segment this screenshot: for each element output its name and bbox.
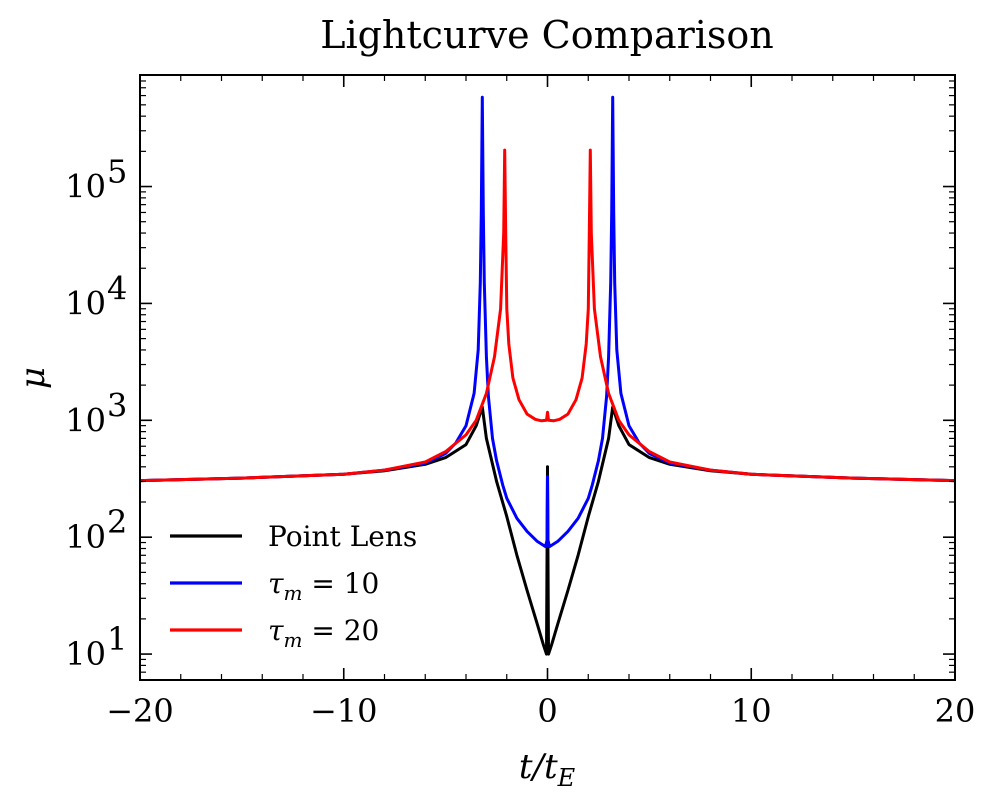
y-tick-exponent-4: 5 xyxy=(107,153,127,191)
x-tick-label-1: −10 xyxy=(310,692,378,730)
series-line-1 xyxy=(140,95,955,549)
svg-text:t/tE: t/tE xyxy=(519,747,576,792)
x-axis-label: t/tE xyxy=(519,747,576,792)
legend-label-0: Point Lens xyxy=(268,520,417,553)
y-tick-exponent-0: 1 xyxy=(107,620,127,658)
legend-label-2: τm = 20 xyxy=(268,614,379,652)
y-tick-exponent-3: 4 xyxy=(107,269,127,307)
y-tick-label-3: 10 xyxy=(65,284,106,322)
x-axis-label-sub: E xyxy=(557,764,576,792)
x-axis-label-t: t/t xyxy=(519,747,558,787)
x-tick-label-3: 10 xyxy=(731,692,772,730)
y-tick-exponent-2: 3 xyxy=(107,386,127,424)
chart-title: Lightcurve Comparison xyxy=(320,13,774,57)
y-tick-label-0: 10 xyxy=(65,635,106,673)
y-axis-label: μ xyxy=(13,367,53,389)
y-tick-label-4: 10 xyxy=(65,168,106,206)
y-tick-exponent-1: 2 xyxy=(107,503,127,541)
y-tick-label-1: 10 xyxy=(65,518,106,556)
x-tick-label-2: 0 xyxy=(537,692,557,730)
series-line-0 xyxy=(140,405,955,656)
series-layer xyxy=(140,95,955,656)
ticks-layer xyxy=(139,74,956,681)
plot-area xyxy=(139,74,956,681)
x-tick-labels: −20 −10 0 10 20 xyxy=(106,692,975,730)
y-tick-label-2: 10 xyxy=(65,401,106,439)
x-tick-label-4: 20 xyxy=(935,692,976,730)
legend: Point Lens τm = 10 τm = 20 xyxy=(170,520,417,652)
x-tick-label-0: −20 xyxy=(106,692,174,730)
legend-label-1: τm = 10 xyxy=(268,567,379,605)
series-line-2 xyxy=(140,148,955,483)
